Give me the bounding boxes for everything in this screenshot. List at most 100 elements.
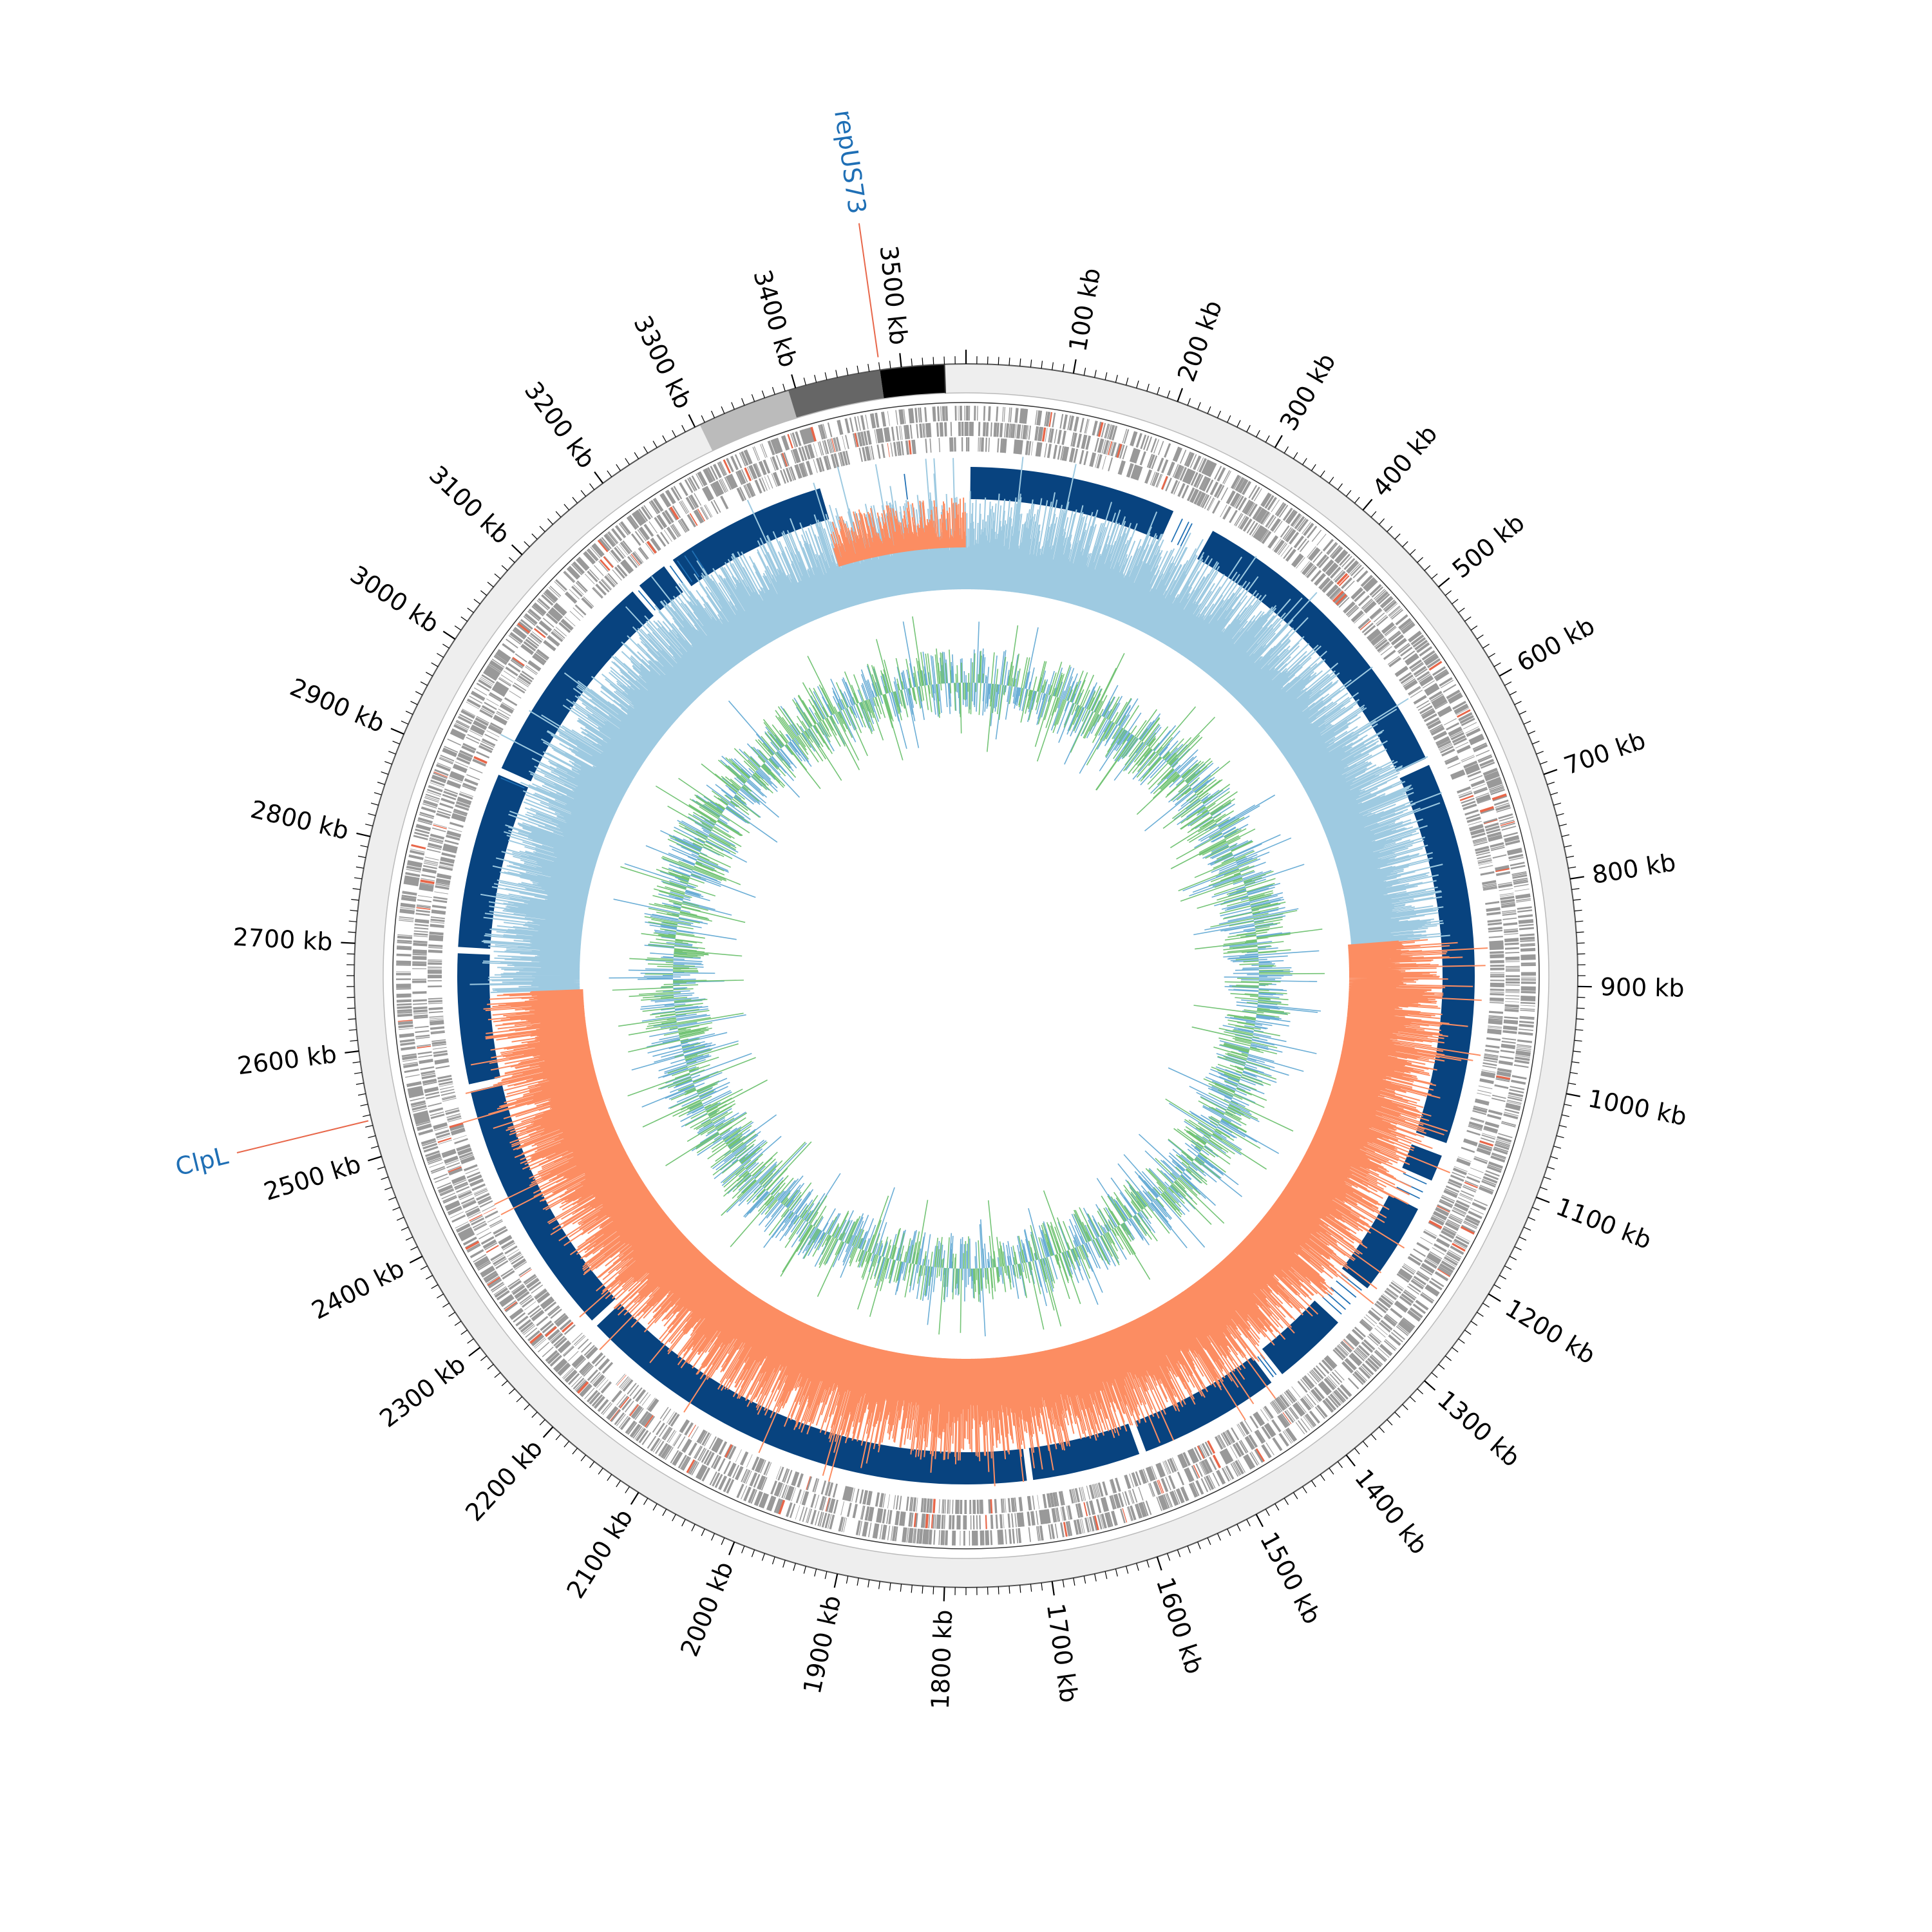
tick-label: 3400 kb bbox=[748, 267, 802, 370]
tick-label: 1600 kb bbox=[1151, 1574, 1209, 1678]
minor-tick bbox=[1146, 383, 1150, 392]
minor-tick bbox=[1561, 834, 1569, 837]
minor-tick bbox=[751, 1549, 755, 1557]
minor-tick bbox=[1532, 741, 1540, 744]
minor-tick bbox=[388, 1197, 396, 1200]
minor-tick bbox=[524, 541, 530, 547]
major-tick bbox=[442, 630, 456, 640]
contig-segment bbox=[699, 390, 797, 451]
minor-tick bbox=[616, 464, 621, 471]
minor-tick bbox=[1197, 402, 1201, 410]
minor-tick bbox=[1019, 358, 1021, 366]
minor-tick bbox=[691, 1524, 696, 1531]
major-tick bbox=[899, 353, 902, 368]
minor-tick bbox=[911, 358, 913, 366]
minor-tick bbox=[1337, 483, 1343, 490]
minor-tick bbox=[1550, 792, 1558, 795]
major-tick bbox=[833, 1573, 838, 1588]
gc-content-green bbox=[612, 616, 1325, 1335]
tick-label: 2500 kb bbox=[260, 1150, 364, 1206]
tick-label: 2900 kb bbox=[286, 673, 389, 739]
major-tick bbox=[390, 728, 404, 735]
tick-label: 1500 kb bbox=[1255, 1528, 1327, 1629]
core-block bbox=[596, 1303, 1027, 1484]
minor-tick bbox=[1394, 533, 1401, 540]
minor-tick bbox=[589, 1461, 595, 1468]
minor-tick bbox=[731, 402, 735, 410]
minor-tick bbox=[1236, 420, 1241, 428]
major-tick bbox=[1177, 388, 1184, 402]
minor-tick bbox=[1417, 556, 1424, 563]
major-tick bbox=[594, 471, 604, 484]
minor-tick bbox=[867, 1579, 870, 1587]
minor-tick bbox=[1528, 730, 1536, 735]
minor-tick bbox=[420, 1265, 428, 1270]
core-block bbox=[470, 1084, 616, 1321]
major-tick bbox=[1536, 1197, 1550, 1204]
minor-tick bbox=[1575, 920, 1584, 922]
minor-tick bbox=[643, 1497, 649, 1505]
minor-tick bbox=[911, 1585, 913, 1593]
minor-tick bbox=[1470, 1321, 1478, 1326]
minor-tick bbox=[1115, 375, 1118, 383]
minor-tick bbox=[1532, 1207, 1540, 1211]
tick-label: 800 kb bbox=[1590, 848, 1678, 889]
core-stripe bbox=[1330, 1287, 1351, 1305]
minor-tick bbox=[1293, 1492, 1298, 1499]
minor-tick bbox=[1320, 1474, 1325, 1481]
minor-tick bbox=[1217, 410, 1221, 419]
minor-tick bbox=[431, 662, 439, 667]
minor-tick bbox=[998, 357, 999, 365]
tick-label: 500 kb bbox=[1447, 508, 1530, 583]
minor-tick bbox=[1458, 1338, 1465, 1344]
minor-tick bbox=[1477, 634, 1484, 639]
major-tick bbox=[1566, 1093, 1580, 1097]
minor-tick bbox=[711, 1533, 715, 1541]
minor-tick bbox=[572, 1448, 578, 1455]
minor-tick bbox=[442, 1302, 450, 1308]
minor-tick bbox=[1274, 1503, 1280, 1511]
minor-tick bbox=[1558, 1124, 1567, 1128]
minor-tick bbox=[1493, 662, 1501, 667]
minor-tick bbox=[347, 1007, 355, 1009]
major-tick bbox=[511, 544, 523, 556]
minor-tick bbox=[1246, 1519, 1251, 1527]
minor-tick bbox=[721, 1537, 725, 1546]
minor-tick bbox=[814, 375, 817, 383]
minor-tick bbox=[1302, 1486, 1307, 1493]
minor-tick bbox=[460, 616, 468, 622]
minor-tick bbox=[1477, 1312, 1484, 1317]
contig-boundary bbox=[943, 364, 947, 393]
major-tick bbox=[1345, 1454, 1356, 1467]
tick-label: 2800 kb bbox=[248, 795, 352, 845]
minor-tick bbox=[824, 1571, 828, 1579]
minor-tick bbox=[772, 1557, 775, 1565]
minor-tick bbox=[1329, 1468, 1334, 1475]
minor-tick bbox=[564, 1441, 570, 1448]
major-tick bbox=[688, 414, 696, 428]
minor-tick bbox=[1528, 1217, 1536, 1221]
minor-tick bbox=[352, 888, 361, 890]
minor-tick bbox=[772, 386, 775, 395]
tick-label: 2100 kb bbox=[561, 1504, 638, 1603]
minor-tick bbox=[1564, 1104, 1572, 1106]
minor-tick bbox=[681, 1519, 686, 1527]
minor-tick bbox=[793, 1563, 796, 1571]
minor-tick bbox=[1062, 1579, 1065, 1587]
minor-tick bbox=[1293, 452, 1298, 459]
minor-tick bbox=[1561, 1114, 1569, 1117]
major-tick bbox=[1255, 1513, 1264, 1528]
tick-label: 2700 kb bbox=[232, 923, 334, 956]
minor-tick bbox=[1329, 477, 1334, 484]
minor-tick bbox=[741, 398, 745, 406]
minor-tick bbox=[392, 1207, 400, 1211]
minor-tick bbox=[1041, 1582, 1043, 1591]
tick-label: 3300 kb bbox=[628, 311, 697, 413]
core-stripe bbox=[692, 550, 707, 573]
core-block bbox=[1197, 531, 1426, 772]
minor-tick bbox=[1041, 361, 1043, 369]
major-tick bbox=[345, 1050, 359, 1054]
minor-tick bbox=[1556, 1135, 1564, 1139]
minor-tick bbox=[1094, 1573, 1097, 1582]
minor-tick bbox=[1265, 1509, 1270, 1516]
